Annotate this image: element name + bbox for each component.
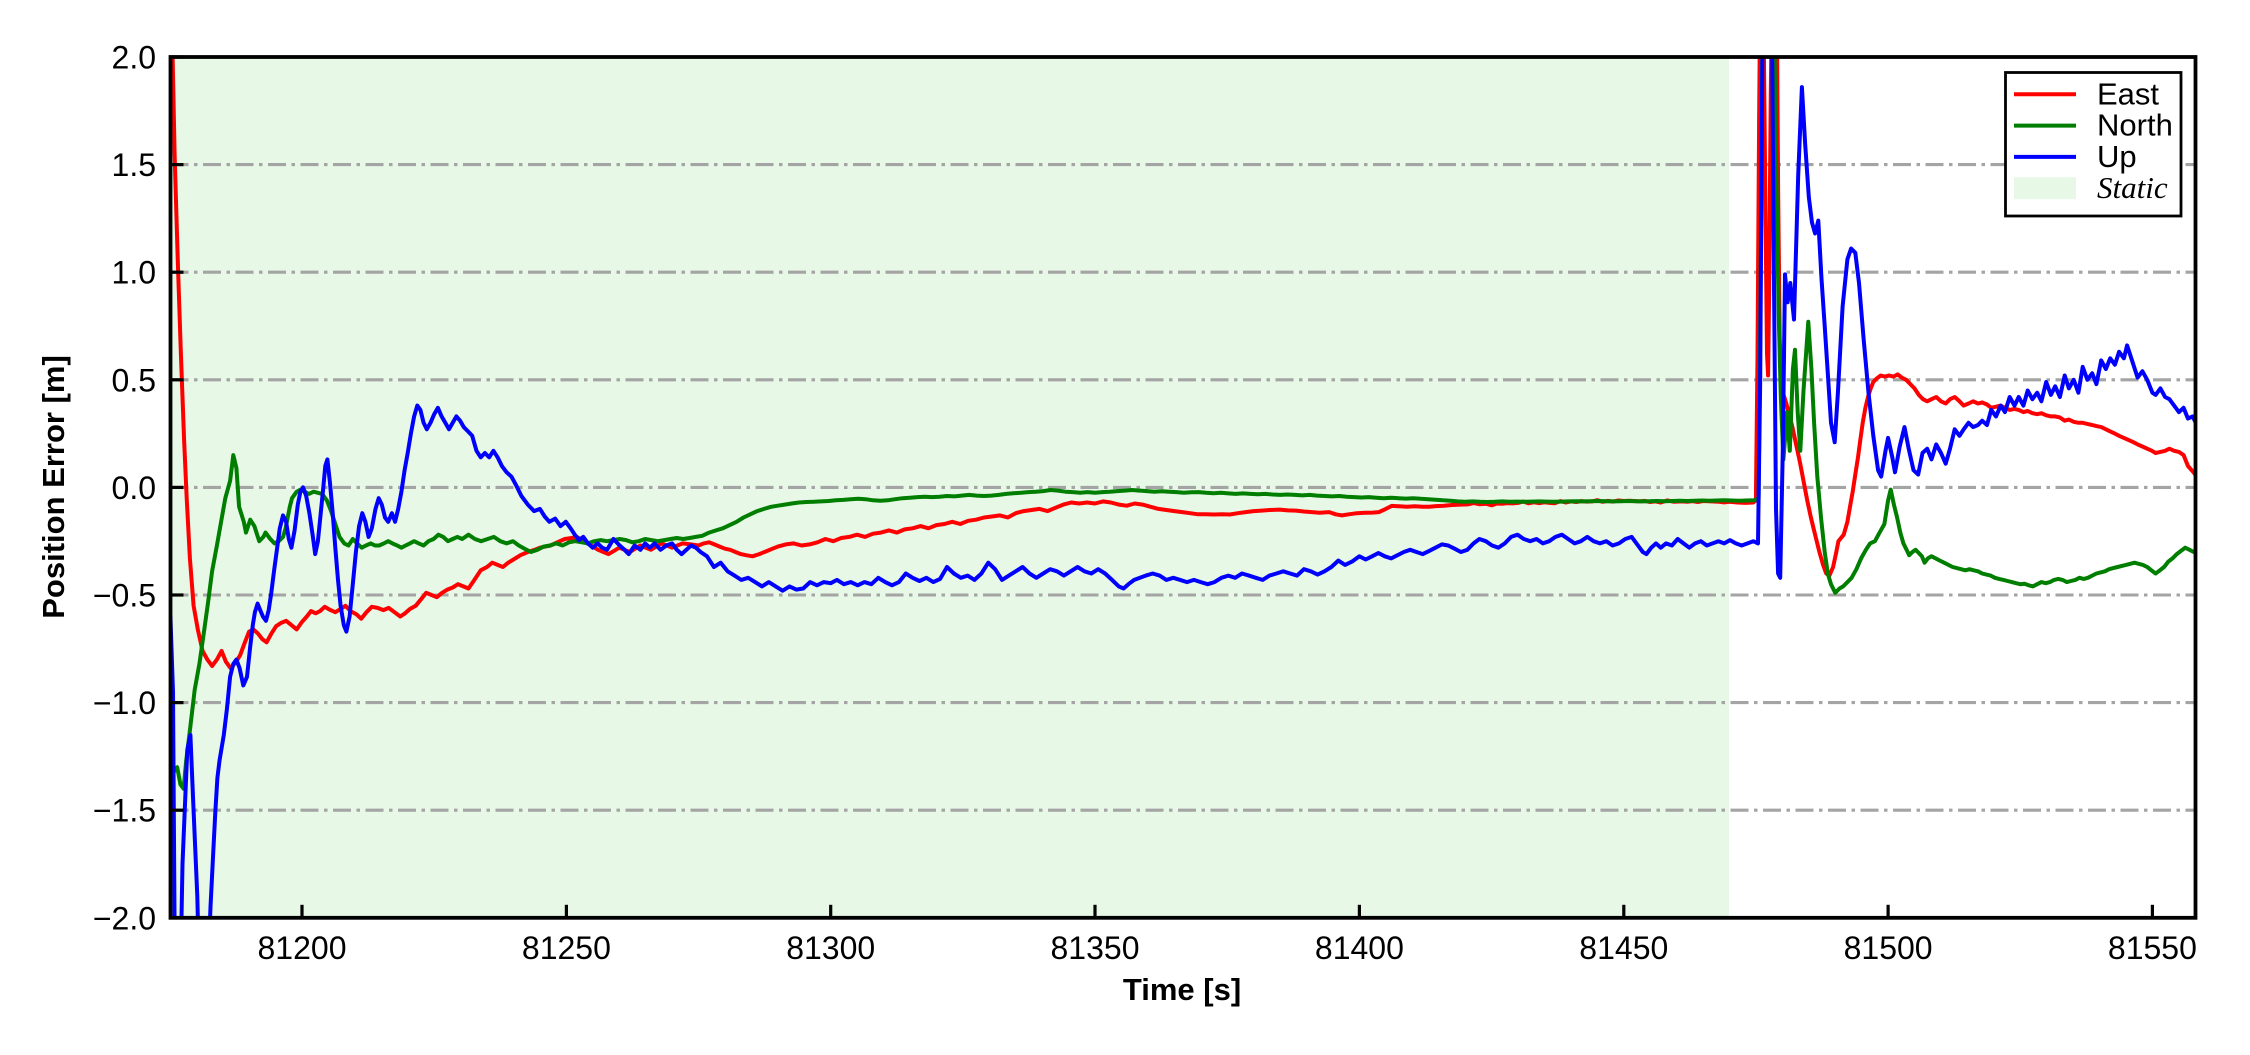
- svg-text:Static: Static: [2097, 170, 2168, 205]
- svg-text:81300: 81300: [786, 930, 875, 966]
- svg-text:0.5: 0.5: [112, 362, 156, 398]
- svg-text:2.0: 2.0: [112, 40, 156, 76]
- svg-text:Position Error [m]: Position Error [m]: [36, 355, 71, 619]
- svg-text:1.5: 1.5: [112, 147, 156, 183]
- svg-text:−2.0: −2.0: [93, 900, 156, 936]
- svg-text:Up: Up: [2097, 139, 2137, 174]
- svg-text:East: East: [2097, 76, 2159, 111]
- svg-text:0.0: 0.0: [112, 470, 156, 506]
- svg-text:81500: 81500: [1844, 930, 1933, 966]
- svg-text:81450: 81450: [1579, 930, 1668, 966]
- svg-text:1.0: 1.0: [112, 255, 156, 291]
- svg-text:−1.5: −1.5: [93, 793, 156, 829]
- svg-text:81550: 81550: [2108, 930, 2197, 966]
- svg-text:Time [s]: Time [s]: [1123, 972, 1241, 1007]
- svg-text:81250: 81250: [522, 930, 611, 966]
- svg-text:81350: 81350: [1051, 930, 1140, 966]
- svg-text:−1.0: −1.0: [93, 685, 156, 721]
- svg-text:−0.5: −0.5: [93, 578, 156, 614]
- svg-text:81400: 81400: [1315, 930, 1404, 966]
- svg-text:81200: 81200: [258, 930, 347, 966]
- svg-text:North: North: [2097, 108, 2173, 143]
